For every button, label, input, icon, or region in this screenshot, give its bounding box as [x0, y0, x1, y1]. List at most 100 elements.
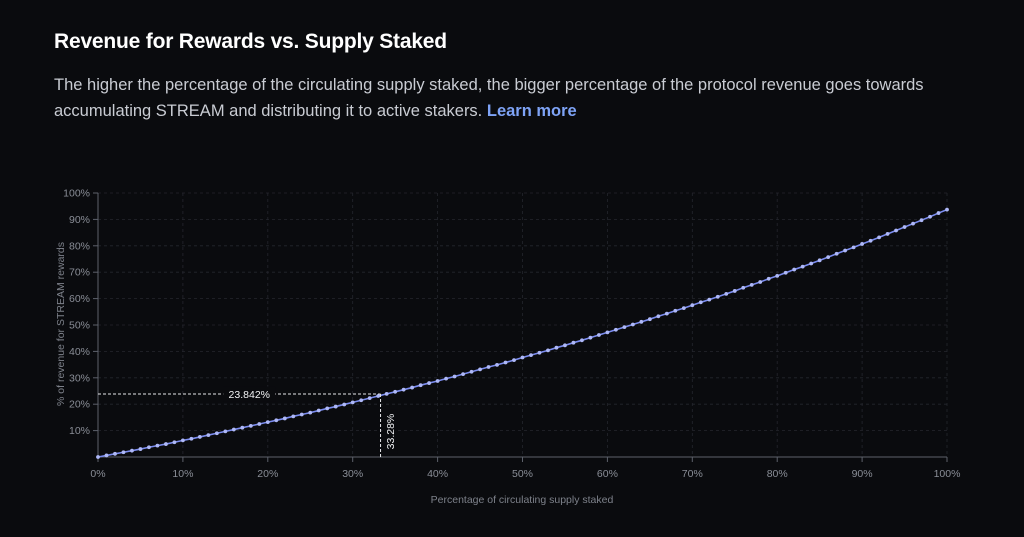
learn-more-link[interactable]: Learn more: [486, 102, 577, 120]
data-point: [758, 280, 763, 284]
data-point: [308, 410, 313, 415]
description-text: The higher the percentage of the circula…: [54, 76, 924, 120]
data-point: [529, 353, 533, 357]
data-point: [444, 376, 448, 381]
chart-grid: [98, 192, 948, 457]
data-point: [147, 445, 151, 450]
data-point: [724, 291, 729, 296]
data-point: [698, 300, 703, 305]
data-point: [231, 427, 236, 432]
chart-ticks: 0% 10% 20% 30% 40% 50% 60% 70% 80% 90% 100% 10% 20% 3…: [63, 188, 960, 481]
data-point: [427, 381, 432, 385]
data-point: [546, 348, 550, 353]
data-point: [868, 238, 873, 243]
data-point: [359, 398, 364, 403]
data-point: [282, 416, 287, 421]
data-point: [376, 394, 381, 398]
data-point: [826, 255, 831, 260]
y-tick-label: 60%: [69, 293, 90, 305]
y-tick-label: 100%: [63, 188, 90, 200]
annotation-x-label: 33.28%: [385, 414, 397, 450]
data-point: [613, 327, 618, 332]
x-tick-label: 10%: [172, 468, 193, 480]
chart-annotation: 23.842% 33.28%: [98, 386, 398, 457]
data-point: [130, 448, 134, 453]
data-point: [588, 335, 593, 340]
data-point: [902, 225, 907, 229]
annotation-y-bg: [223, 386, 276, 402]
data-point: [206, 433, 211, 437]
data-point: [121, 450, 126, 455]
x-axis-label: Percentage of circulating supply staked: [431, 494, 614, 506]
data-point: [164, 442, 168, 446]
data-point: [333, 404, 338, 409]
data-point: [834, 251, 839, 256]
data-point: [461, 372, 465, 377]
chart-series: [96, 207, 949, 459]
data-point: [664, 311, 669, 316]
data-point: [911, 221, 915, 226]
y-tick-label: 30%: [69, 372, 90, 384]
annotation-y-label: 23.842%: [229, 389, 270, 401]
data-point: [350, 400, 355, 405]
data-point: [478, 367, 482, 372]
data-point: [189, 436, 194, 441]
data-point: [885, 232, 890, 236]
x-tick-label: 30%: [342, 468, 363, 480]
x-tick-label: 80%: [767, 468, 788, 480]
x-tick-label: 0%: [90, 468, 105, 480]
data-point: [605, 330, 610, 335]
data-point: [138, 447, 143, 451]
data-point: [503, 360, 508, 365]
data-point: [104, 453, 109, 458]
data-point: [265, 420, 270, 425]
data-point: [257, 422, 262, 426]
data-point: [749, 282, 754, 287]
data-point: [113, 451, 117, 456]
annotation-x-group: 33.28%: [382, 409, 398, 454]
data-point: [936, 211, 941, 215]
data-point: [622, 325, 627, 330]
data-point: [809, 261, 814, 266]
data-point: [197, 435, 202, 439]
x-tick-label: 50%: [512, 468, 533, 480]
data-point: [656, 314, 661, 319]
data-point: [384, 392, 389, 396]
page-description: The higher the percentage of the circula…: [54, 72, 974, 124]
data-point: [554, 345, 559, 350]
data-point: [597, 333, 601, 337]
y-tick-label: 40%: [69, 346, 90, 358]
y-axis-label: % of revenue for STREAM rewards: [55, 242, 67, 406]
data-point: [741, 285, 746, 290]
data-point: [681, 306, 686, 311]
annotation-x-bg: [382, 409, 398, 454]
data-point: [860, 242, 864, 246]
data-point: [817, 258, 822, 263]
data-point: [316, 408, 321, 413]
data-point: [342, 402, 347, 407]
data-point: [214, 431, 219, 436]
data-point: [435, 379, 440, 383]
x-tick-label: 60%: [597, 468, 618, 480]
data-point: [877, 235, 881, 240]
data-point: [410, 385, 415, 390]
data-point: [639, 319, 644, 324]
data-point: [800, 264, 805, 269]
y-tick-label: 90%: [69, 214, 90, 226]
data-point: [707, 297, 712, 302]
x-tick-label: 20%: [257, 468, 278, 480]
data-point: [248, 423, 253, 428]
data-point: [240, 425, 245, 430]
data-point: [783, 270, 788, 275]
data-point: [928, 214, 932, 219]
data-point: [715, 294, 720, 299]
page-title: Revenue for Rewards vs. Supply Staked: [54, 30, 447, 53]
data-point: [775, 273, 780, 278]
data-point: [181, 438, 185, 443]
data-point: [945, 207, 949, 212]
data-point: [851, 245, 856, 250]
data-point: [96, 455, 100, 459]
data-point: [452, 374, 457, 379]
data-point: [512, 358, 516, 363]
data-point: [580, 338, 584, 343]
